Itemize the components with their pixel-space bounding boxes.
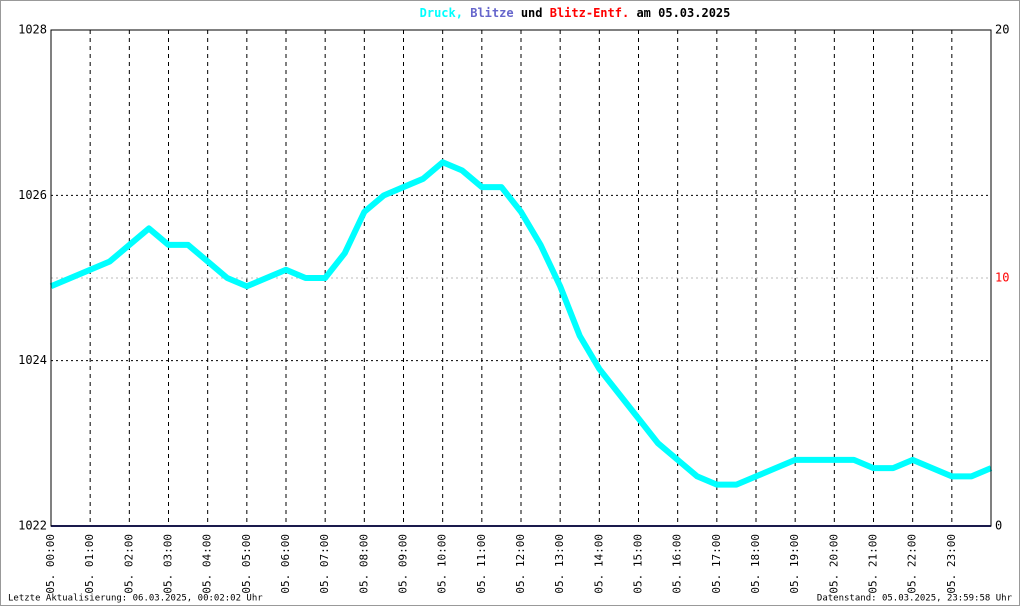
x-tick-label: 05. 23:00 bbox=[945, 534, 958, 594]
x-tick-label: 05. 12:00 bbox=[514, 534, 527, 594]
x-tick-label: 05. 13:00 bbox=[553, 534, 566, 594]
y2-tick-label: 20 bbox=[995, 23, 1009, 37]
x-tick-label: 05. 22:00 bbox=[906, 534, 919, 594]
x-tick-label: 05. 14:00 bbox=[592, 534, 605, 594]
series-line bbox=[49, 159, 993, 488]
x-tick-label: 05. 16:00 bbox=[671, 534, 684, 594]
y2-tick-label: 0 bbox=[995, 519, 1002, 533]
x-tick-label: 05. 01:00 bbox=[83, 534, 96, 594]
title-part: Druck, bbox=[420, 6, 463, 20]
y-tick-label: 1022 bbox=[18, 519, 47, 533]
x-tick-label: 05. 04:00 bbox=[201, 534, 214, 594]
x-tick-label: 05. 05:00 bbox=[240, 534, 253, 594]
footer-left: Letzte Aktualisierung: 06.03.2025, 00:02… bbox=[8, 594, 263, 604]
title-part: Blitz-Entf. bbox=[550, 6, 629, 20]
title-part: am 05.03.2025 bbox=[636, 6, 730, 20]
x-tick-label: 05. 09:00 bbox=[397, 534, 410, 594]
y-tick-label: 1028 bbox=[18, 23, 47, 37]
x-tick-label: 05. 11:00 bbox=[475, 534, 488, 594]
chart-title: Druck, Blitze und Blitz-Entf. am 05.03.2… bbox=[420, 6, 731, 20]
plot-border bbox=[50, 29, 992, 527]
x-tick-label: 05. 00:00 bbox=[44, 534, 57, 594]
footer-right: Datenstand: 05.03.2025, 23:59:58 Uhr bbox=[817, 594, 1013, 604]
x-tick-label: 05. 10:00 bbox=[436, 534, 449, 594]
x-tick-label: 05. 15:00 bbox=[632, 534, 645, 594]
y2-tick-label: 10 bbox=[995, 271, 1009, 285]
x-tick-label: 05. 20:00 bbox=[827, 534, 840, 594]
x-tick-label: 05. 18:00 bbox=[749, 534, 762, 594]
x-tick-label: 05. 02:00 bbox=[122, 534, 135, 594]
x-tick-label: 05. 03:00 bbox=[162, 534, 175, 594]
y-tick-label: 1024 bbox=[18, 353, 47, 367]
y-tick-label: 1026 bbox=[18, 188, 47, 202]
x-tick-label: 05. 06:00 bbox=[279, 534, 292, 594]
x-tick-label: 05. 19:00 bbox=[788, 534, 801, 594]
x-tick-label: 05. 21:00 bbox=[867, 534, 880, 594]
x-tick-label: 05. 07:00 bbox=[318, 534, 331, 594]
x-tick-label: 05. 17:00 bbox=[710, 534, 723, 594]
x-tick-label: 05. 08:00 bbox=[357, 534, 370, 594]
title-part: Blitze bbox=[470, 6, 513, 20]
title-part: und bbox=[521, 6, 543, 20]
